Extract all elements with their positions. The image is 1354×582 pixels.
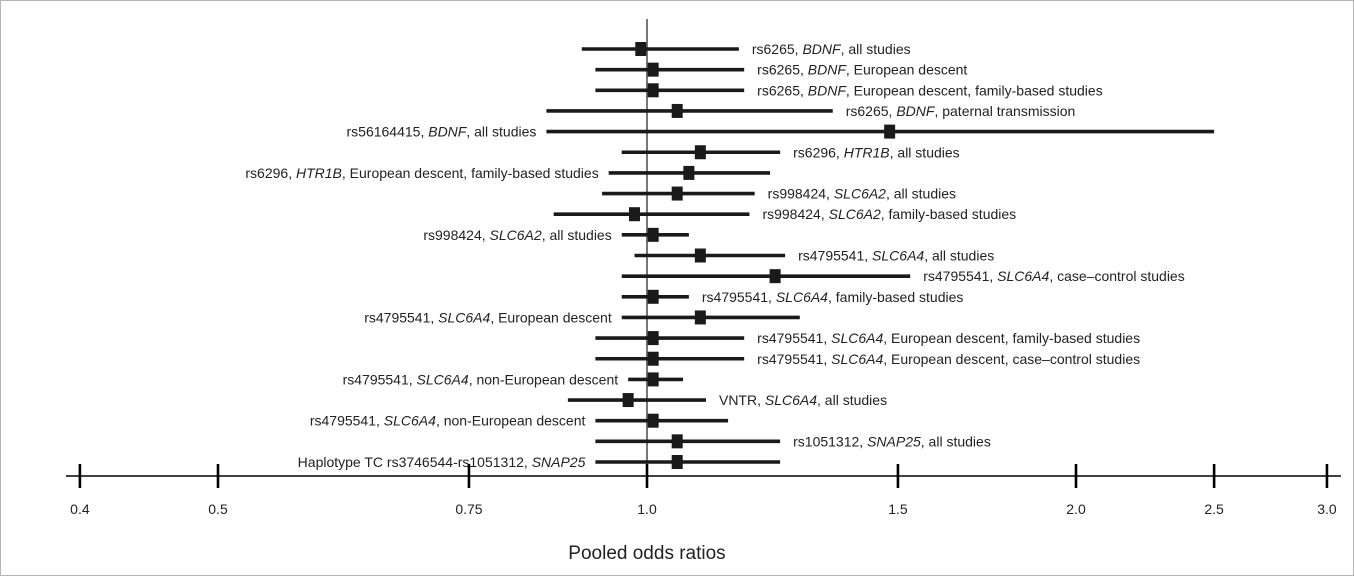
row-label: rs4795541, SLC6A4, non-European descent [343, 371, 619, 387]
row-label: rs4795541, SLC6A4, all studies [798, 248, 994, 264]
x-tick-label: 0.75 [455, 501, 482, 517]
x-axis: 0.4 0.5 0.75 1.0 1.5 2.0 2.5 3.0 [65, 464, 1341, 517]
x-tick-label: 2.5 [1204, 501, 1224, 517]
row-label: rs6265, BDNF, European descent [757, 62, 967, 78]
row-label: rs1051312, SNAP25, all studies [793, 433, 991, 449]
row-label: rs4795541, SLC6A4, European descent, fam… [757, 330, 1140, 346]
or-point [694, 248, 706, 263]
forest-row: rs998424, SLC6A2, all studies [423, 227, 689, 243]
or-point [769, 269, 781, 284]
row-label: rs6265, BDNF, European descent, family-b… [757, 82, 1103, 98]
or-point [647, 351, 659, 366]
forest-row: rs998424, SLC6A2, all studies [602, 186, 956, 202]
forest-row: rs998424, SLC6A2, family-based studies [553, 206, 1016, 222]
row-label: rs4795541, SLC6A4, family-based studies [702, 289, 964, 305]
row-label: rs998424, SLC6A2, all studies [423, 227, 611, 243]
or-point [694, 145, 706, 160]
forest-row: rs4795541, SLC6A4, European descent [364, 309, 800, 325]
row-label: rs4795541, SLC6A4, European descent, cas… [757, 351, 1140, 367]
or-point [647, 83, 659, 98]
forest-rows: rs6265, BDNF, all studies rs6265, BDNF, E… [245, 41, 1215, 470]
forest-row: rs6265, BDNF, European descent [595, 62, 967, 78]
x-tick-label: 2.0 [1066, 501, 1086, 517]
or-point [884, 124, 896, 139]
forest-row: rs4795541, SLC6A4, European descent, cas… [595, 351, 1140, 367]
or-point [671, 186, 683, 201]
or-point [671, 434, 683, 449]
row-label: rs998424, SLC6A2, all studies [768, 186, 956, 202]
or-point [622, 393, 634, 408]
or-point [683, 165, 695, 180]
forest-row: rs6265, BDNF, European descent, family-b… [595, 82, 1103, 98]
or-point [628, 207, 640, 222]
forest-row: rs4795541, SLC6A4, all studies [634, 248, 994, 264]
row-label: rs6296, HTR1B, European descent, family-… [245, 165, 598, 181]
forest-row: rs6296, HTR1B, European descent, family-… [245, 165, 771, 181]
or-point [647, 289, 659, 304]
forest-row: VNTR, SLC6A4, all studies [567, 392, 887, 408]
forest-row: rs6296, HTR1B, all studies [621, 144, 960, 160]
row-label: rs6265, BDNF, paternal transmission [846, 103, 1076, 119]
or-point [647, 227, 659, 242]
forest-row: rs6265, BDNF, all studies [581, 41, 911, 57]
or-point [647, 413, 659, 428]
row-label: rs6265, BDNF, all studies [752, 41, 911, 57]
forest-row: rs4795541, SLC6A4, non-European descent [343, 371, 684, 387]
forest-row: rs4795541, SLC6A4, case–control studies [621, 268, 1185, 284]
or-point [671, 455, 683, 469]
forest-row: rs4795541, SLC6A4, non-European descent [310, 413, 729, 429]
forest-row: rs56164415, BDNF, all studies [347, 124, 1215, 140]
or-point [694, 310, 706, 325]
row-label: rs56164415, BDNF, all studies [347, 124, 537, 140]
forest-row: rs1051312, SNAP25, all studies [595, 433, 991, 449]
or-point [647, 331, 659, 346]
row-label: VNTR, SLC6A4, all studies [719, 392, 887, 408]
x-tick-label: 0.4 [70, 501, 90, 517]
forest-row: rs4795541, SLC6A4, family-based studies [621, 289, 964, 305]
x-axis-label: Pooled odds ratios [568, 543, 725, 564]
row-label: rs4795541, SLC6A4, European descent [364, 309, 612, 325]
forest-row: rs4795541, SLC6A4, European descent, fam… [595, 330, 1140, 346]
or-point [635, 42, 647, 56]
row-label: rs4795541, SLC6A4, non-European descent [310, 413, 586, 429]
or-point [647, 62, 659, 77]
row-label: rs6296, HTR1B, all studies [793, 144, 960, 160]
forest-row: rs6265, BDNF, paternal transmission [546, 103, 1075, 119]
or-point [671, 103, 683, 118]
row-label: Haplotype TC rs3746544-rs1051312, SNAP25 [298, 454, 586, 470]
row-label: rs4795541, SLC6A4, case–control studies [923, 268, 1185, 284]
x-tick-label: 1.0 [637, 501, 657, 517]
x-tick-label: 3.0 [1317, 501, 1337, 517]
x-tick-label: 1.5 [888, 501, 908, 517]
or-point [647, 372, 659, 387]
row-label: rs998424, SLC6A2, family-based studies [762, 206, 1016, 222]
forest-row: Haplotype TC rs3746544-rs1051312, SNAP25 [298, 454, 781, 470]
x-tick-label: 0.5 [208, 501, 228, 517]
